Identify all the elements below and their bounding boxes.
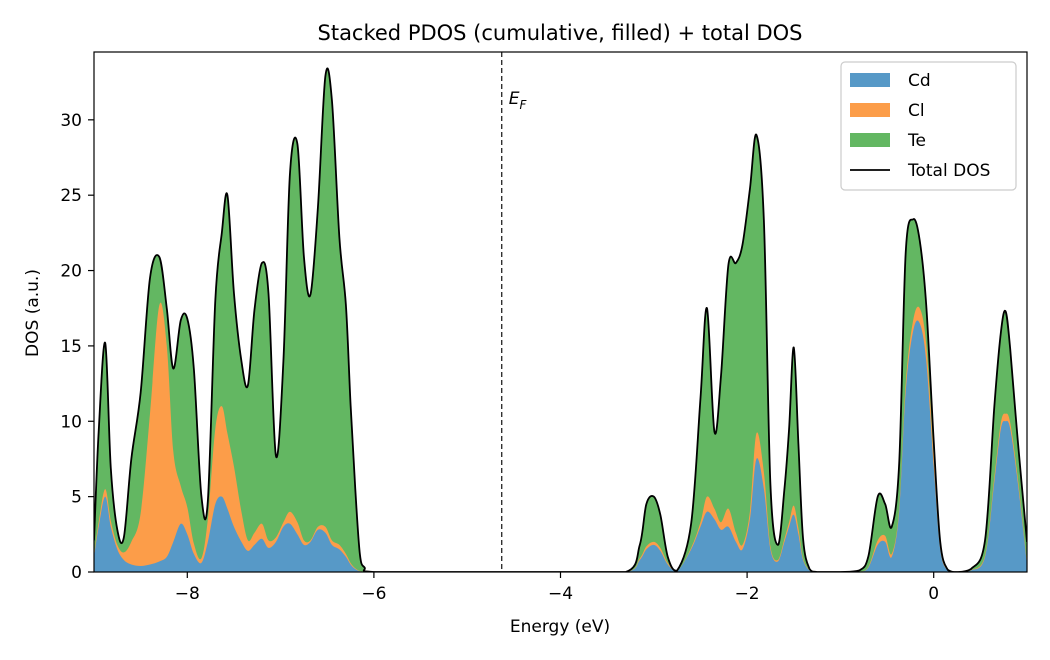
fermi-level-label: EF xyxy=(509,89,528,112)
x-tick-label: −2 xyxy=(735,584,760,604)
y-tick-label: 10 xyxy=(60,412,82,432)
total-dos-line-group xyxy=(94,67,1027,572)
legend-label-te: Te xyxy=(907,131,926,151)
area-te xyxy=(94,68,1027,572)
stacked-areas xyxy=(94,68,1027,572)
legend-label-cl: Cl xyxy=(908,101,925,121)
fermi-level-marker: EF xyxy=(501,52,528,572)
y-tick-label: 30 xyxy=(60,111,82,131)
y-tick-label: 20 xyxy=(60,262,82,282)
y-axis-ticks: 0 5 10 15 20 25 30 xyxy=(60,111,94,583)
x-tick-label: −4 xyxy=(548,584,573,604)
y-tick-label: 15 xyxy=(60,337,82,357)
area-cd xyxy=(94,320,1027,572)
y-tick-label: 5 xyxy=(71,488,82,508)
legend-label-cd: Cd xyxy=(908,71,931,91)
legend-box xyxy=(840,61,1017,191)
x-tick-label: 0 xyxy=(928,584,939,604)
y-tick-label: 25 xyxy=(60,186,82,206)
x-tick-label: −6 xyxy=(361,584,386,604)
legend-swatch-cd xyxy=(850,73,890,87)
legend-swatch-cl xyxy=(850,103,890,117)
chart-title: Stacked PDOS (cumulative, filled) + tota… xyxy=(318,21,803,45)
x-axis-ticks: −8 −6 −4 −2 0 xyxy=(175,572,939,604)
y-axis-label: DOS (a.u.) xyxy=(23,269,43,357)
total-dos-line xyxy=(94,67,1027,572)
x-axis-label: Energy (eV) xyxy=(510,617,610,637)
legend-swatch-te xyxy=(850,133,890,147)
legend: Cd Cl Te Total DOS xyxy=(840,61,1017,191)
y-tick-label: 0 xyxy=(71,563,82,583)
legend-label-total: Total DOS xyxy=(907,161,990,181)
x-tick-label: −8 xyxy=(175,584,200,604)
